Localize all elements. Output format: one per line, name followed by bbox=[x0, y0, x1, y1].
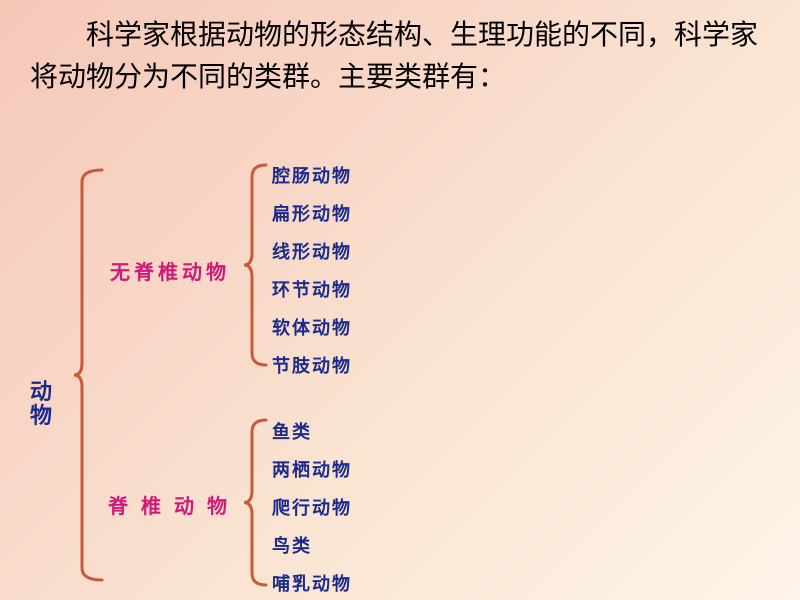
main-bracket bbox=[70, 166, 106, 584]
root-node-label: 动物 bbox=[30, 380, 54, 428]
intro-paragraph: 科学家根据动物的形态结构、生理功能的不同，科学家将动物分为不同的类群。主要类群有… bbox=[30, 15, 770, 99]
branch-vertebrate: 脊 椎 动 物 bbox=[108, 490, 231, 519]
lower-bracket bbox=[240, 416, 270, 589]
leaf-vertebrate-3: 鸟类 bbox=[272, 532, 312, 558]
leaf-vertebrate-2: 爬行动物 bbox=[272, 494, 352, 520]
leaf-invertebrate-3: 环节动物 bbox=[272, 276, 352, 302]
leaf-invertebrate-5: 节肢动物 bbox=[272, 352, 352, 378]
upper-bracket bbox=[240, 161, 270, 369]
leaf-invertebrate-1: 扁形动物 bbox=[272, 200, 352, 226]
leaf-invertebrate-0: 腔肠动物 bbox=[272, 162, 352, 188]
leaf-invertebrate-2: 线形动物 bbox=[272, 238, 352, 264]
leaf-vertebrate-0: 鱼类 bbox=[272, 418, 312, 444]
leaf-invertebrate-4: 软体动物 bbox=[272, 314, 352, 340]
leaf-vertebrate-4: 哺乳动物 bbox=[272, 570, 352, 596]
leaf-vertebrate-1: 两栖动物 bbox=[272, 456, 352, 482]
branch-invertebrate: 无脊椎动物 bbox=[110, 256, 230, 285]
